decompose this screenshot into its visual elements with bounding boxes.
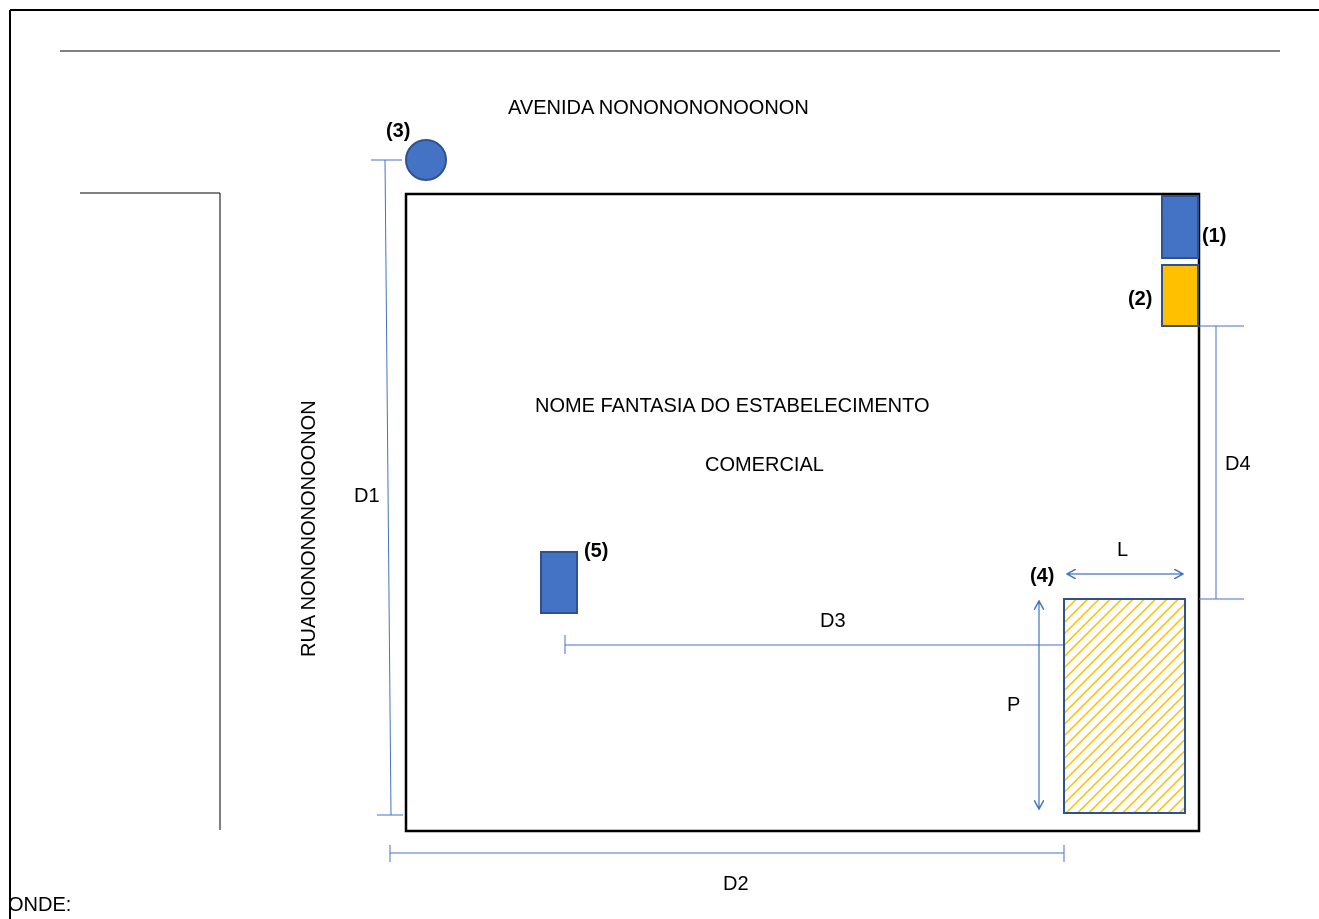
dimension-d2: [389, 845, 1065, 862]
item-3-marker: [405, 139, 447, 181]
item-1-marker: [1161, 195, 1199, 259]
avenue-label: AVENIDA NONONONONOONON: [508, 97, 809, 119]
dimension-d1: [371, 159, 403, 816]
footer-label: ONDE:: [8, 894, 71, 916]
item-4-area: [1063, 598, 1186, 814]
establishment-name-line2: COMERCIAL: [705, 454, 824, 476]
dimension-d4: [1199, 325, 1244, 600]
dimension-l-label: L: [1117, 539, 1128, 561]
page-frame: [9, 9, 1319, 919]
dimension-d3: [564, 635, 1064, 654]
marker-1-label: (1): [1202, 225, 1226, 247]
street-lines: [80, 192, 221, 830]
dimension-d4-label: D4: [1225, 453, 1251, 475]
item-2-marker: [1161, 264, 1199, 327]
establishment-name-line1: NOME FANTASIA DO ESTABELECIMENTO: [535, 395, 930, 417]
marker-2-label: (2): [1128, 288, 1152, 310]
dimension-d2-label: D2: [723, 873, 749, 895]
marker-3-label: (3): [386, 120, 410, 142]
marker-4-label: (4): [1030, 565, 1054, 587]
dimension-p-label: P: [1007, 694, 1020, 716]
lot-boundary: [404, 192, 1201, 833]
marker-5-label: (5): [584, 540, 608, 562]
dimension-d1-label: D1: [354, 485, 380, 507]
dimension-d3-label: D3: [820, 610, 846, 632]
item-5-marker: [540, 551, 578, 614]
street-label: RUA NONONONONOONON: [298, 400, 320, 657]
